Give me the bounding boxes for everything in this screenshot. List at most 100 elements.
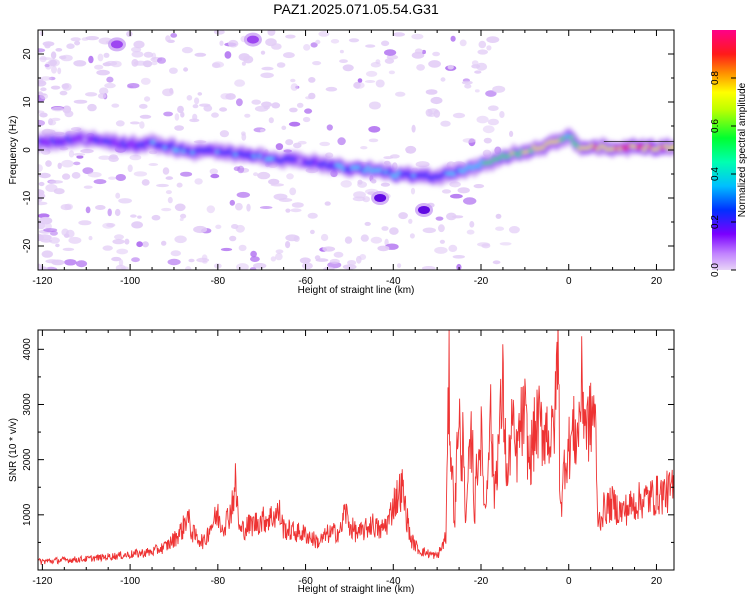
- heatmap-noise-cell: [302, 116, 311, 123]
- heatmap-noise-cell: [112, 238, 125, 245]
- heatmap-noise-cell: [263, 105, 270, 110]
- heatmap-noise-cell: [441, 189, 452, 194]
- heatmap-noise-cell: [251, 99, 261, 105]
- heatmap-noise-cell: [415, 161, 430, 168]
- heatmap-noise-cell: [62, 247, 75, 251]
- snr-series-line: [38, 330, 674, 565]
- heatmap-noise-cell: [38, 197, 43, 202]
- heatmap-noise-cell: [347, 260, 357, 266]
- heatmap-noise-cell: [51, 259, 65, 266]
- heatmap-noise-cell: [446, 212, 457, 221]
- heatmap-noise-cell: [210, 173, 220, 179]
- heatmap-noise-cell: [389, 227, 399, 235]
- heatmap-noise-cell: [448, 244, 458, 252]
- heatmap-noise-cell: [285, 234, 299, 242]
- heatmap-noise-cell: [450, 193, 463, 199]
- heatmap-noise-cell: [384, 49, 397, 56]
- heatmap-noise-cell: [38, 172, 51, 179]
- spectrogram-y-label: Frequency (Hz): [8, 116, 19, 185]
- heatmap-noise-cell: [492, 260, 501, 265]
- heatmap-noise-cell: [104, 82, 116, 89]
- heatmap-noise-cell: [186, 95, 193, 101]
- heatmap-noise-cell: [410, 187, 416, 195]
- heatmap-noise-cell: [310, 42, 318, 48]
- heatmap-noise-cell: [249, 267, 257, 270]
- heatmap-noise-cell: [38, 119, 45, 127]
- heatmap-noise-cell: [115, 264, 126, 270]
- heatmap-noise-cell: [165, 190, 172, 195]
- heatmap-noise-cell: [127, 164, 133, 173]
- heatmap-noise-cell: [318, 31, 330, 37]
- heatmap-noise-cell: [416, 64, 425, 71]
- heatmap-noise-cell: [161, 240, 167, 246]
- heatmap-noise-cell: [83, 185, 93, 189]
- heatmap-noise-cell: [432, 51, 440, 57]
- heatmap-noise-cell: [409, 233, 415, 239]
- heatmap-noise-cell: [115, 192, 121, 199]
- heatmap-noise-cell: [97, 53, 104, 62]
- heatmap-noise-cell: [260, 72, 274, 79]
- colorbar-ticks: 0.0 0.2 0.4 0.6 0.8: [710, 71, 736, 277]
- heatmap-noise-cell: [219, 40, 224, 46]
- heatmap-noise-cell: [234, 79, 246, 87]
- heatmap-noise-cell: [40, 239, 53, 243]
- snr-plot-area: [38, 330, 674, 565]
- heatmap-noise-cell: [180, 171, 193, 177]
- heatmap-noise-cell: [447, 64, 454, 70]
- heatmap-noise-cell: [174, 235, 187, 244]
- heatmap-noise-cell: [495, 226, 505, 231]
- heatmap-noise-cell: [348, 38, 360, 43]
- heatmap-noise-cell: [55, 243, 60, 248]
- heatmap-noise-cell: [94, 64, 104, 70]
- heatmap-noise-cell: [50, 85, 61, 90]
- heatmap-noise-cell: [285, 208, 291, 213]
- heatmap-noise-cell: [342, 64, 354, 72]
- heatmap-noise-cell: [278, 198, 293, 202]
- heatmap-noise-cell: [71, 172, 81, 179]
- heatmap-noise-cell: [62, 173, 71, 180]
- heatmap-noise-cell: [176, 182, 183, 188]
- heatmap-noise-cell: [276, 62, 286, 68]
- y-tick-label: 1000: [22, 503, 33, 526]
- heatmap-noise-cell: [487, 105, 499, 111]
- heatmap-noise-cell: [319, 141, 331, 147]
- colorbar-tick-label: 0.2: [710, 215, 721, 229]
- heatmap-noise-cell: [162, 88, 174, 97]
- heatmap-noise-cell: [45, 184, 58, 192]
- colorbar-tick-label: 0.4: [710, 167, 721, 181]
- heatmap-noise-cell: [411, 33, 424, 40]
- heatmap-noise-cell: [162, 167, 170, 175]
- heatmap-noise-cell: [42, 41, 55, 47]
- heatmap-noise-cell: [142, 60, 153, 68]
- x-tick-label: -60: [298, 576, 313, 587]
- snr-x-label: Height of straight line (km): [298, 584, 415, 595]
- heatmap-noise-cell: [265, 38, 277, 47]
- heatmap-noise-cell: [435, 216, 444, 221]
- heatmap-noise-cell: [51, 106, 65, 112]
- snr-y-ticks: 1000 2000 3000 4000: [22, 338, 674, 543]
- heatmap-noise-cell: [384, 58, 395, 64]
- heatmap-noise-cell: [425, 89, 438, 95]
- heatmap-noise-cell: [219, 107, 228, 112]
- heatmap-blob-core: [417, 206, 430, 214]
- heatmap-noise-cell: [139, 121, 145, 129]
- heatmap-noise-cell: [461, 80, 473, 85]
- heatmap-noise-cell: [110, 60, 122, 68]
- heatmap-noise-cell: [88, 235, 93, 241]
- x-tick-label: -120: [32, 276, 52, 287]
- heatmap-noise-cell: [165, 176, 174, 180]
- heatmap-noise-cell: [60, 204, 72, 211]
- heatmap-noise-cell: [85, 36, 99, 41]
- heatmap-noise-cell: [108, 176, 117, 180]
- heatmap-noise-cell: [241, 61, 246, 66]
- heatmap-noise-cell: [115, 174, 127, 181]
- heatmap-noise-cell: [308, 92, 316, 100]
- heatmap-noise-cell: [188, 258, 195, 263]
- heatmap-noise-cell: [220, 93, 231, 100]
- heatmap-noise-cell: [111, 256, 122, 262]
- heatmap-noise-cell: [206, 205, 215, 214]
- x-tick-label: -40: [386, 276, 401, 287]
- heatmap-noise-cell: [285, 241, 291, 249]
- heatmap-noise-cell: [323, 266, 335, 270]
- heatmap-noise-cell: [259, 128, 265, 133]
